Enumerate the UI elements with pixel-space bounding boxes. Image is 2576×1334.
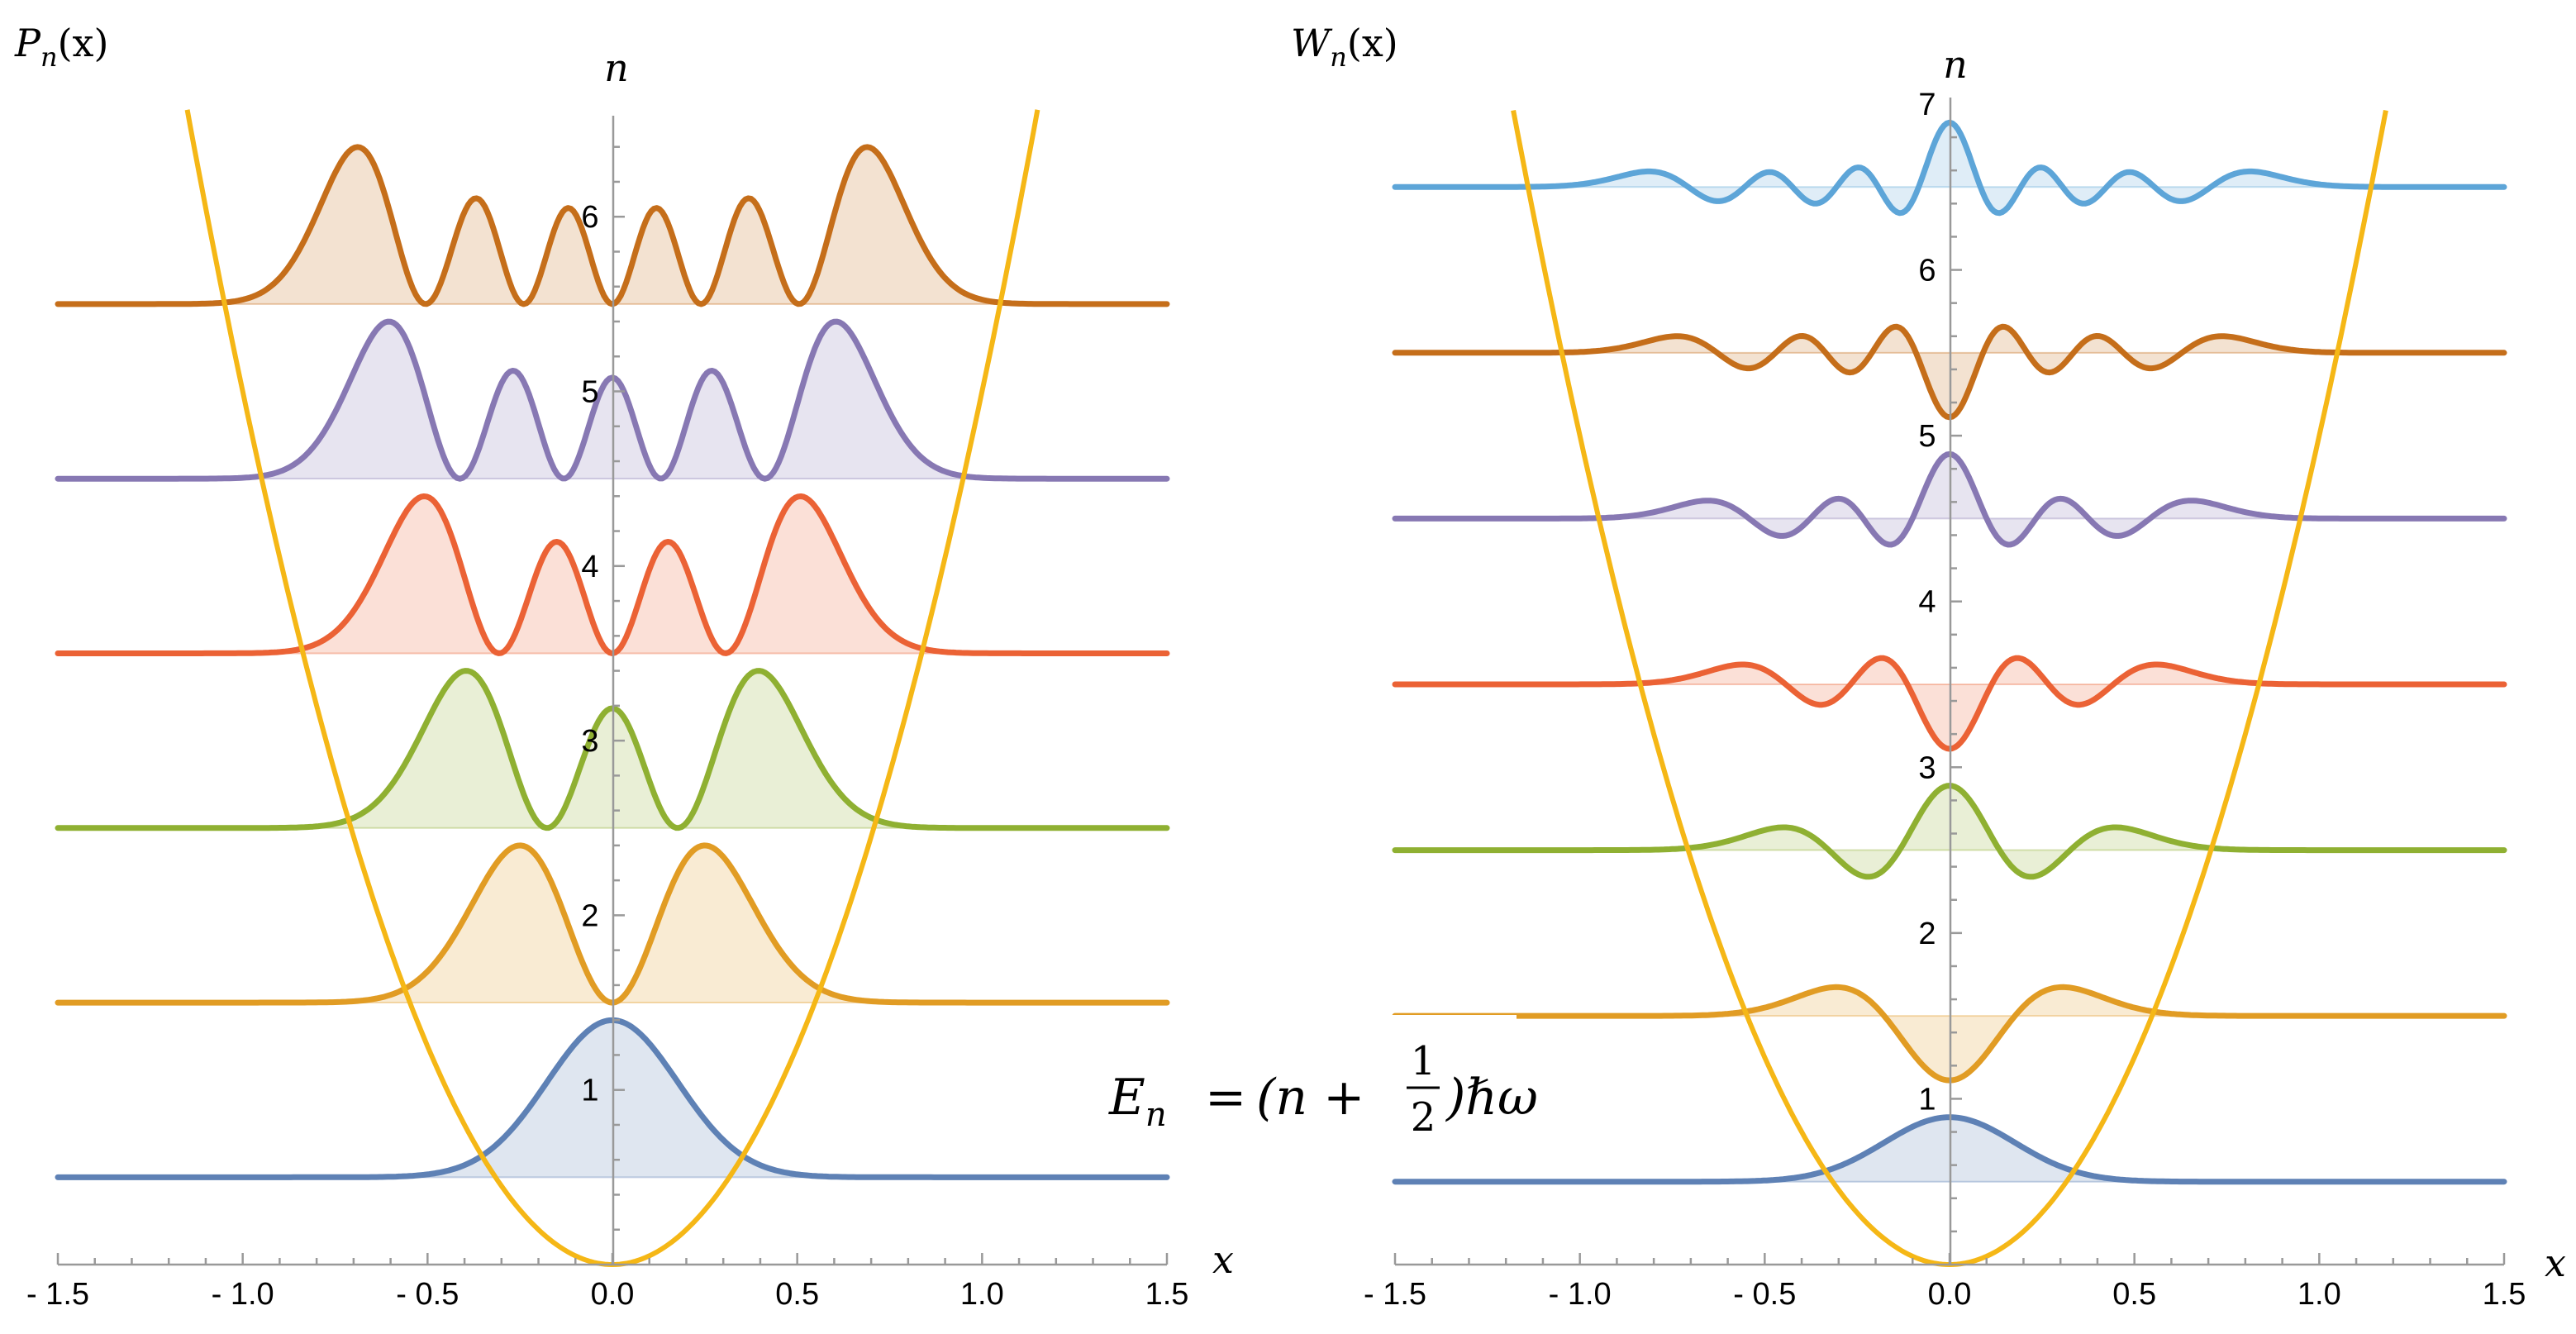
- x-tick-label: 0.5: [775, 1277, 819, 1312]
- y-tick-label: 1: [1918, 1082, 1936, 1117]
- y-tick-label: 7: [1918, 88, 1936, 122]
- formula-backdrop: [1103, 1015, 1517, 1131]
- axes-group: - 1.5 - 1.0 - 0.5 0.0 0.5 1.0 1.5 1 2 3 4 5 6: [26, 109, 1189, 1312]
- x-tick-label: - 0.5: [1733, 1277, 1796, 1312]
- probability-plot: Pn(x) n x - 1.5- 1.0- 0.5 0.0 0.5 1.0 1.5123…: [14, 21, 1234, 1312]
- x-tick-label: 0.0: [1928, 1277, 1972, 1312]
- plot-title-sub: n: [1330, 41, 1347, 73]
- x-tick-label: - 1.0: [212, 1277, 274, 1312]
- x-tick-label: 0.5: [2112, 1277, 2156, 1312]
- formula-e: E: [1108, 1069, 1145, 1127]
- formula-frac-den: 2: [1411, 1094, 1436, 1141]
- formula-e-sub: n: [1145, 1096, 1167, 1134]
- plot-title: Wn(x): [1291, 21, 1398, 73]
- y-tick-label: 4: [581, 550, 598, 584]
- formula-equals: =: [1205, 1069, 1246, 1127]
- y-axis-label: n: [1943, 42, 1968, 87]
- plot-title-sub: n: [40, 41, 58, 73]
- energy-formula: En = (n + 1 2 )ℏω: [1103, 1015, 1538, 1141]
- axes-group: - 1.5 - 1.0 - 0.5 0.0 0.5 1.0 1.5 1 2 3 4 5 6 7: [1364, 88, 2526, 1312]
- x-tick-label: 1.0: [2297, 1277, 2341, 1312]
- x-axis-label: x: [2545, 1241, 2566, 1285]
- plot-title-main: W: [1291, 21, 1333, 65]
- y-tick-label: 2: [1918, 917, 1936, 951]
- y-tick-label: 1: [581, 1074, 598, 1108]
- plot-title-main: P: [14, 21, 41, 65]
- x-tick-label: - 1.5: [26, 1277, 89, 1312]
- plot-title: Pn(x): [14, 21, 108, 73]
- y-tick-label: 5: [581, 375, 598, 410]
- x-tick-label: 1.5: [2483, 1277, 2526, 1312]
- plot-title-arg: (x): [1347, 21, 1398, 65]
- y-tick-label: 6: [581, 200, 598, 235]
- y-tick-label: 3: [1918, 750, 1936, 785]
- x-tick-label: - 0.5: [396, 1277, 459, 1312]
- y-tick-label: 4: [1918, 585, 1936, 620]
- formula-close: )ℏω: [1445, 1069, 1538, 1127]
- x-axis-label: x: [1212, 1237, 1234, 1282]
- x-tick-label: - 1.5: [1364, 1277, 1426, 1312]
- formula-frac-num: 1: [1411, 1038, 1436, 1084]
- y-tick-label: 5: [1918, 419, 1936, 454]
- formula-open: (n +: [1256, 1069, 1364, 1127]
- x-tick-label: 1.5: [1145, 1277, 1189, 1312]
- y-tick-label: 3: [581, 724, 598, 759]
- x-tick-label: 1.0: [960, 1277, 1004, 1312]
- formula-lhs: En: [1108, 1069, 1167, 1134]
- x-tick-label: 0.0: [591, 1277, 635, 1312]
- y-tick-label: 6: [1918, 254, 1936, 288]
- wigner-plot: Wn(x) n x - 1.5- 1.0- 0.5 0.0 0.5 1.0 1.5123…: [1291, 21, 2566, 1312]
- series-fill-n5: [58, 146, 1167, 304]
- y-tick-label: 2: [581, 898, 598, 933]
- x-tick-label: - 1.0: [1549, 1277, 1612, 1312]
- plot-title-arg: (x): [58, 21, 109, 65]
- y-axis-label: n: [604, 45, 629, 90]
